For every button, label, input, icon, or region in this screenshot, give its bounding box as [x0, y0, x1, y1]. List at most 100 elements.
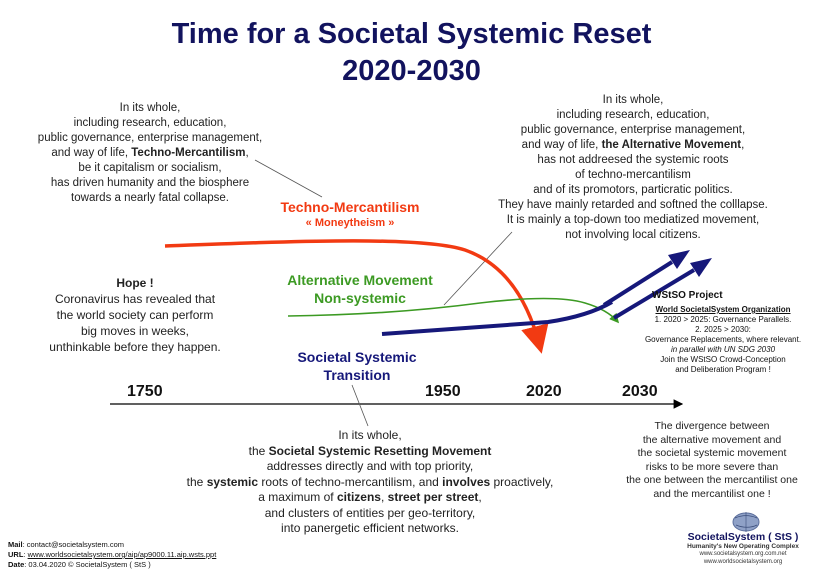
label-line: Alternative Movement	[287, 272, 433, 288]
footer-url: URL: www.worldsocietalsystem.org/aip/ap9…	[8, 550, 217, 559]
transition-arrow-lower	[612, 268, 696, 320]
text-fragment: ,	[478, 490, 482, 504]
transition-arrowhead-lower	[690, 258, 712, 277]
date-value: : 03.04.2020 © SocietalSystem ( StS )	[24, 560, 151, 569]
text-line: In its whole,	[602, 94, 664, 106]
text-line: and clusters of entities per geo-territo…	[264, 505, 476, 520]
text-line: has driven humanity and the biosphere	[50, 177, 250, 189]
footer-mail: Mail: contact@societalsystem.com	[8, 540, 308, 550]
techno-mercantilism-label: Techno-Mercantilism	[280, 199, 420, 215]
text-bold: citizens	[336, 490, 381, 504]
text-line: of techno-mercantilism	[575, 169, 691, 181]
year-1950: 1950	[425, 383, 461, 400]
text-bold: Societal Systemic Resetting Movement	[268, 443, 492, 458]
text-line: into panergetic efficient networks.	[281, 521, 459, 535]
text-fragment: proactively,	[490, 474, 554, 489]
text-line: It is mainly a top-down too mediatized m…	[506, 214, 760, 226]
societal-transition-label: Societal Systemic Transition	[262, 348, 452, 384]
page-subtitle-years: 2020-2030	[342, 55, 481, 87]
text-line: public governance, enterprise management…	[520, 124, 746, 136]
text-line: a maximum of citizens, street per street…	[160, 490, 580, 506]
text-line: be it capitalism or socialism,	[78, 162, 222, 174]
hope-heading: Hope !	[116, 276, 154, 290]
text-line: risks to be more severe than	[645, 460, 779, 473]
text-line: In its whole,	[119, 102, 181, 114]
text-line: and way of life, Techno-Mercantilism,	[0, 146, 300, 161]
text-line: In its whole,	[338, 428, 402, 442]
logo-tagline: Humanity's New Operating Complex	[687, 543, 799, 550]
url-label: URL	[8, 550, 24, 559]
alternative-movement-description: In its whole, including research, educat…	[468, 93, 798, 243]
text-line: and the mercantilist one !	[653, 487, 771, 500]
logo-url-2[interactable]: www.worldsocietalsystem.org	[703, 558, 783, 565]
text-fragment: roots of techno-mercantilism, and	[258, 474, 443, 489]
logo-block: SocietalSystem ( StS ) Humanity's New Op…	[668, 531, 818, 566]
mail-label: Mail	[8, 540, 23, 549]
wstso-heading: WStSO Project	[652, 290, 723, 301]
text-bold: systemic	[206, 474, 259, 489]
text-fragment: and way of life,	[51, 147, 132, 159]
text-line: Governance Replacements, where relevant.	[644, 335, 802, 344]
year-1750: 1750	[127, 383, 163, 400]
page-title: Time for a Societal Systemic Reset	[171, 18, 652, 50]
transition-arrow-upper	[602, 260, 674, 307]
text-fragment: the	[186, 474, 207, 489]
logo-url-1[interactable]: www.societalsystem.org.com.net	[699, 551, 787, 557]
date-label: Date	[8, 560, 25, 569]
text-fragment: ,	[245, 147, 249, 159]
text-line: the Societal Systemic Resetting Movement	[160, 444, 580, 460]
text-fragment: the	[248, 443, 269, 458]
text-line: has not addreesed the systemic roots	[537, 154, 729, 166]
text-line: and of its promotors, particratic politi…	[533, 184, 733, 196]
text-line: addresses directly and with top priority…	[266, 459, 474, 473]
text-line: the systemic roots of techno-mercantilis…	[160, 475, 580, 491]
footer-info: Mail: contact@societalsystem.com URL: ww…	[8, 540, 308, 570]
label-line: Non-systemic	[314, 290, 406, 306]
text-line: Coronavirus has revealed that	[54, 292, 216, 306]
logo-name: SocietalSystem ( StS )	[687, 531, 799, 543]
text-fragment: ,	[380, 490, 388, 504]
text-line: the one between the mercantilist one	[626, 474, 798, 486]
text-fragment: ,	[741, 139, 745, 151]
callout-line-sst	[351, 384, 369, 427]
label-line: Societal Systemic	[297, 349, 417, 365]
callout-line-alternative	[443, 231, 513, 306]
text-bold: street per street	[387, 490, 479, 504]
techno-mercantilism-description: In its whole, including research, educat…	[0, 101, 300, 206]
text-line: the world society can perform	[56, 308, 214, 322]
divergence-block: The divergence between the alternative m…	[612, 420, 812, 501]
text-line: including research, education,	[73, 117, 227, 129]
mail-value[interactable]: : contact@societalsystem.com	[22, 540, 124, 549]
year-2030: 2030	[622, 383, 658, 400]
text-bold: Techno-Mercantilism	[131, 147, 246, 159]
hope-block: Hope ! Coronavirus has revealed that the…	[20, 275, 250, 355]
text-line: the societal systemic movement	[637, 447, 787, 459]
text-bold: involves	[442, 474, 491, 489]
text-line: including research, education,	[556, 109, 710, 121]
footer-date: Date: 03.04.2020 © SocietalSystem ( StS …	[8, 560, 308, 570]
text-line: the alternative movement and	[642, 433, 782, 446]
text-line: They have mainly retarded and softned th…	[498, 199, 768, 211]
techno-mercantilism-curve	[164, 239, 549, 354]
transition-arrowhead-upper	[668, 250, 690, 269]
text-line: public governance, enterprise management…	[37, 132, 263, 144]
wstso-org-name: World SocietalSystem Organization	[655, 305, 791, 314]
logo-globe-icon	[732, 512, 760, 532]
text-fragment: and way of life,	[521, 139, 602, 151]
text-line: and way of life, the Alternative Movemen…	[468, 138, 798, 153]
text-line: The divergence between	[654, 420, 770, 432]
societal-resetting-description: In its whole, the Societal Systemic Rese…	[160, 428, 580, 537]
url-link[interactable]: www.worldsocietalsystem.org/aip/ap9000.1…	[27, 550, 217, 559]
year-2020: 2020	[526, 383, 562, 400]
text-line: unthinkable before they happen.	[49, 340, 221, 354]
text-line: 2. 2025 > 2030:	[695, 325, 751, 334]
label-line: Transition	[323, 367, 391, 383]
alternative-movement-label: Alternative Movement Non-systemic	[260, 271, 460, 307]
text-line: not involving local citizens.	[565, 229, 701, 241]
moneytheism-label: « Moneytheism »	[305, 217, 395, 229]
callout-line-techno	[254, 159, 323, 198]
text-line: 1. 2020 > 2025: Governance Parallels.	[654, 315, 792, 324]
text-fragment: a maximum of	[258, 490, 337, 504]
text-line: towards a nearly fatal collapse.	[71, 192, 229, 204]
